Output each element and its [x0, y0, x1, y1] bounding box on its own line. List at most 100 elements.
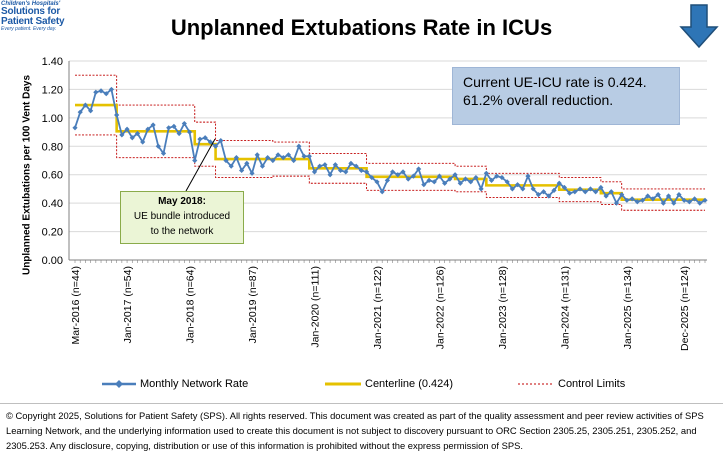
x-tick-label: Jan-2024 (n=131): [559, 266, 571, 349]
bundle-annotation: May 2018: UE bundle introduced to the ne…: [120, 191, 244, 244]
rate-point: [546, 193, 552, 199]
rate-point: [624, 197, 630, 203]
rate-point: [353, 163, 359, 169]
down-arrow-icon: [679, 4, 719, 49]
rate-point: [681, 197, 687, 203]
rate-point: [530, 186, 536, 192]
callout-line-1: Current UE-ICU rate is 0.424.: [463, 74, 647, 90]
rate-point: [478, 186, 484, 192]
rate-point: [114, 112, 120, 118]
rate-point: [343, 169, 349, 175]
rate-point: [426, 177, 432, 183]
rate-point: [421, 182, 427, 188]
rate-point: [400, 169, 406, 175]
rate-point: [223, 157, 229, 164]
rate-point: [192, 157, 198, 164]
rate-point: [249, 170, 255, 176]
rate-point: [239, 167, 245, 174]
rate-point: [608, 189, 614, 195]
rate-point: [567, 190, 573, 196]
rate-point: [291, 157, 297, 164]
logo-tagline: Every patient. Every day.: [1, 26, 57, 32]
rate-point: [598, 184, 604, 191]
legend-limits-swatch: [518, 383, 552, 385]
rate-point: [405, 176, 411, 182]
rate-point: [655, 192, 661, 198]
rate-point: [265, 155, 271, 161]
rate-point: [88, 108, 94, 114]
annotation-line-1: UE bundle introduced: [133, 211, 231, 222]
rate-point: [436, 173, 443, 179]
rate-point: [369, 174, 375, 181]
rate-point: [634, 199, 640, 205]
rate-point: [270, 157, 276, 164]
rate-point: [384, 177, 390, 183]
rate-point: [176, 130, 182, 137]
rate-point: [259, 163, 266, 169]
sps-logo: Children's Hospitals' Solutions for Pati…: [1, 1, 111, 32]
rate-point: [171, 123, 177, 129]
legend-rate-label: Monthly Network Rate: [140, 378, 249, 390]
rate-point: [577, 186, 583, 192]
rate-point: [650, 196, 656, 202]
rate-point: [108, 86, 115, 93]
rate-point: [160, 150, 167, 156]
rate-point: [244, 160, 250, 166]
rate-point: [212, 143, 219, 149]
rate-point: [254, 152, 260, 158]
rate-point: [691, 196, 698, 202]
y-tick-label: 1.00: [42, 113, 63, 125]
control-limit-upper: [75, 74, 705, 190]
rate-point: [337, 167, 344, 174]
rate-point: [494, 173, 500, 179]
rate-point: [186, 129, 193, 135]
y-tick-label: 1.20: [42, 84, 63, 96]
current-rate-callout: Current UE-ICU rate is 0.424. 61.2% over…: [452, 67, 680, 125]
rate-point: [140, 139, 146, 145]
rate-point: [82, 102, 89, 108]
rate-point: [390, 169, 396, 175]
rate-point: [671, 200, 677, 206]
control-limit-lines: [75, 74, 705, 211]
rate-point: [520, 186, 526, 192]
x-tick-label: Jan-2023 (n=128): [497, 266, 509, 349]
rate-point: [468, 179, 474, 185]
rate-point: [395, 172, 401, 178]
rate-point: [98, 88, 104, 94]
x-tick-label: Mar-2016 (n=44): [70, 266, 82, 345]
rate-point: [379, 189, 385, 195]
rate-point: [473, 174, 479, 181]
rate-point: [119, 132, 125, 138]
rate-point: [348, 160, 354, 166]
rate-series: [72, 86, 708, 206]
rate-point: [280, 155, 286, 161]
rate-point: [317, 163, 323, 169]
rate-point: [457, 180, 463, 186]
chart-plot: 0.00 0.20 0.40 0.60 0.80 1.00 1.20 1.40 Mar-201…: [42, 56, 708, 351]
rate-point: [483, 170, 489, 176]
rate-point: [285, 152, 292, 158]
rate-point: [145, 126, 151, 132]
rate-point: [72, 125, 78, 131]
y-axis-label: Unplanned Extubations per 100 Vent Days: [21, 74, 33, 276]
y-tick-label: 1.40: [42, 56, 63, 68]
rate-point: [551, 187, 557, 193]
logo-top-line: Children's Hospitals': [1, 1, 61, 7]
y-tick-label: 0.80: [42, 141, 63, 153]
rate-point: [431, 179, 437, 185]
rate-point: [499, 174, 505, 181]
callout-line-2: 61.2% overall reduction.: [463, 92, 614, 108]
rate-point: [301, 153, 307, 159]
rate-point: [296, 143, 302, 149]
legend-limits: Control Limits: [518, 376, 668, 392]
rate-point: [582, 189, 588, 195]
rate-point: [488, 177, 495, 183]
legend-centerline-label: Centerline (0.424): [365, 378, 454, 390]
y-tick-label: 0.40: [42, 198, 63, 210]
chart-title: Unplanned Extubations Rate in ICUs: [170, 15, 553, 40]
y-tick-labels: 0.00 0.20 0.40 0.60 0.80 1.00 1.20 1.40: [42, 56, 63, 267]
rate-point: [572, 189, 578, 195]
rate-point: [535, 192, 541, 198]
rate-point: [374, 179, 380, 185]
